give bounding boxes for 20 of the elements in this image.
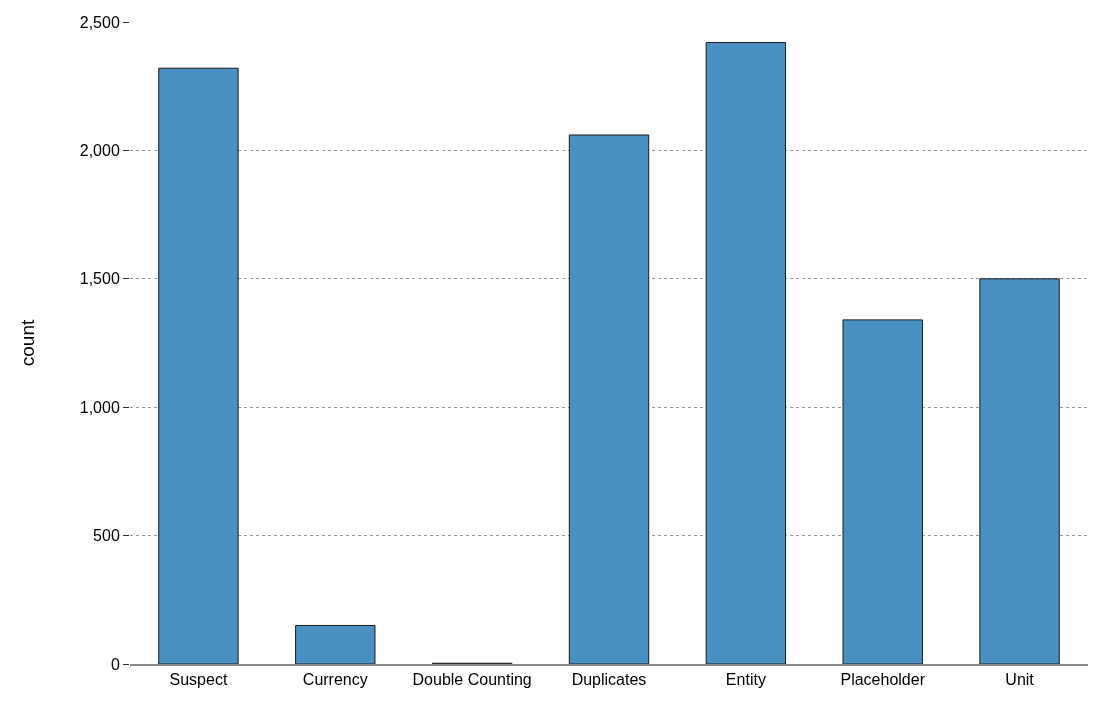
bar [568,134,650,664]
y-tick-label: 2,000 [79,142,120,159]
y-axis-title: count [16,319,38,367]
y-tick-label: 1,000 [79,398,120,416]
x-tick-label: Suspect [169,670,228,688]
y-tick-label: 0 [110,655,120,673]
x-tick-label: Placeholder [840,670,926,688]
x-tick-label: Currency [302,670,368,688]
bar [158,67,239,664]
x-tick-label: Double Counting [412,670,532,688]
bar [842,319,923,664]
y-tick-label: 1,500 [79,270,120,288]
y-tick-label: 500 [93,527,120,545]
bar [295,624,376,664]
bar [979,278,1060,664]
x-tick-label: Unit [1005,670,1035,688]
y-tick-label: 2,500 [79,13,120,31]
x-tick-label: Entity [725,670,766,688]
x-tick-label: Duplicates [571,670,647,688]
bar [705,42,787,664]
